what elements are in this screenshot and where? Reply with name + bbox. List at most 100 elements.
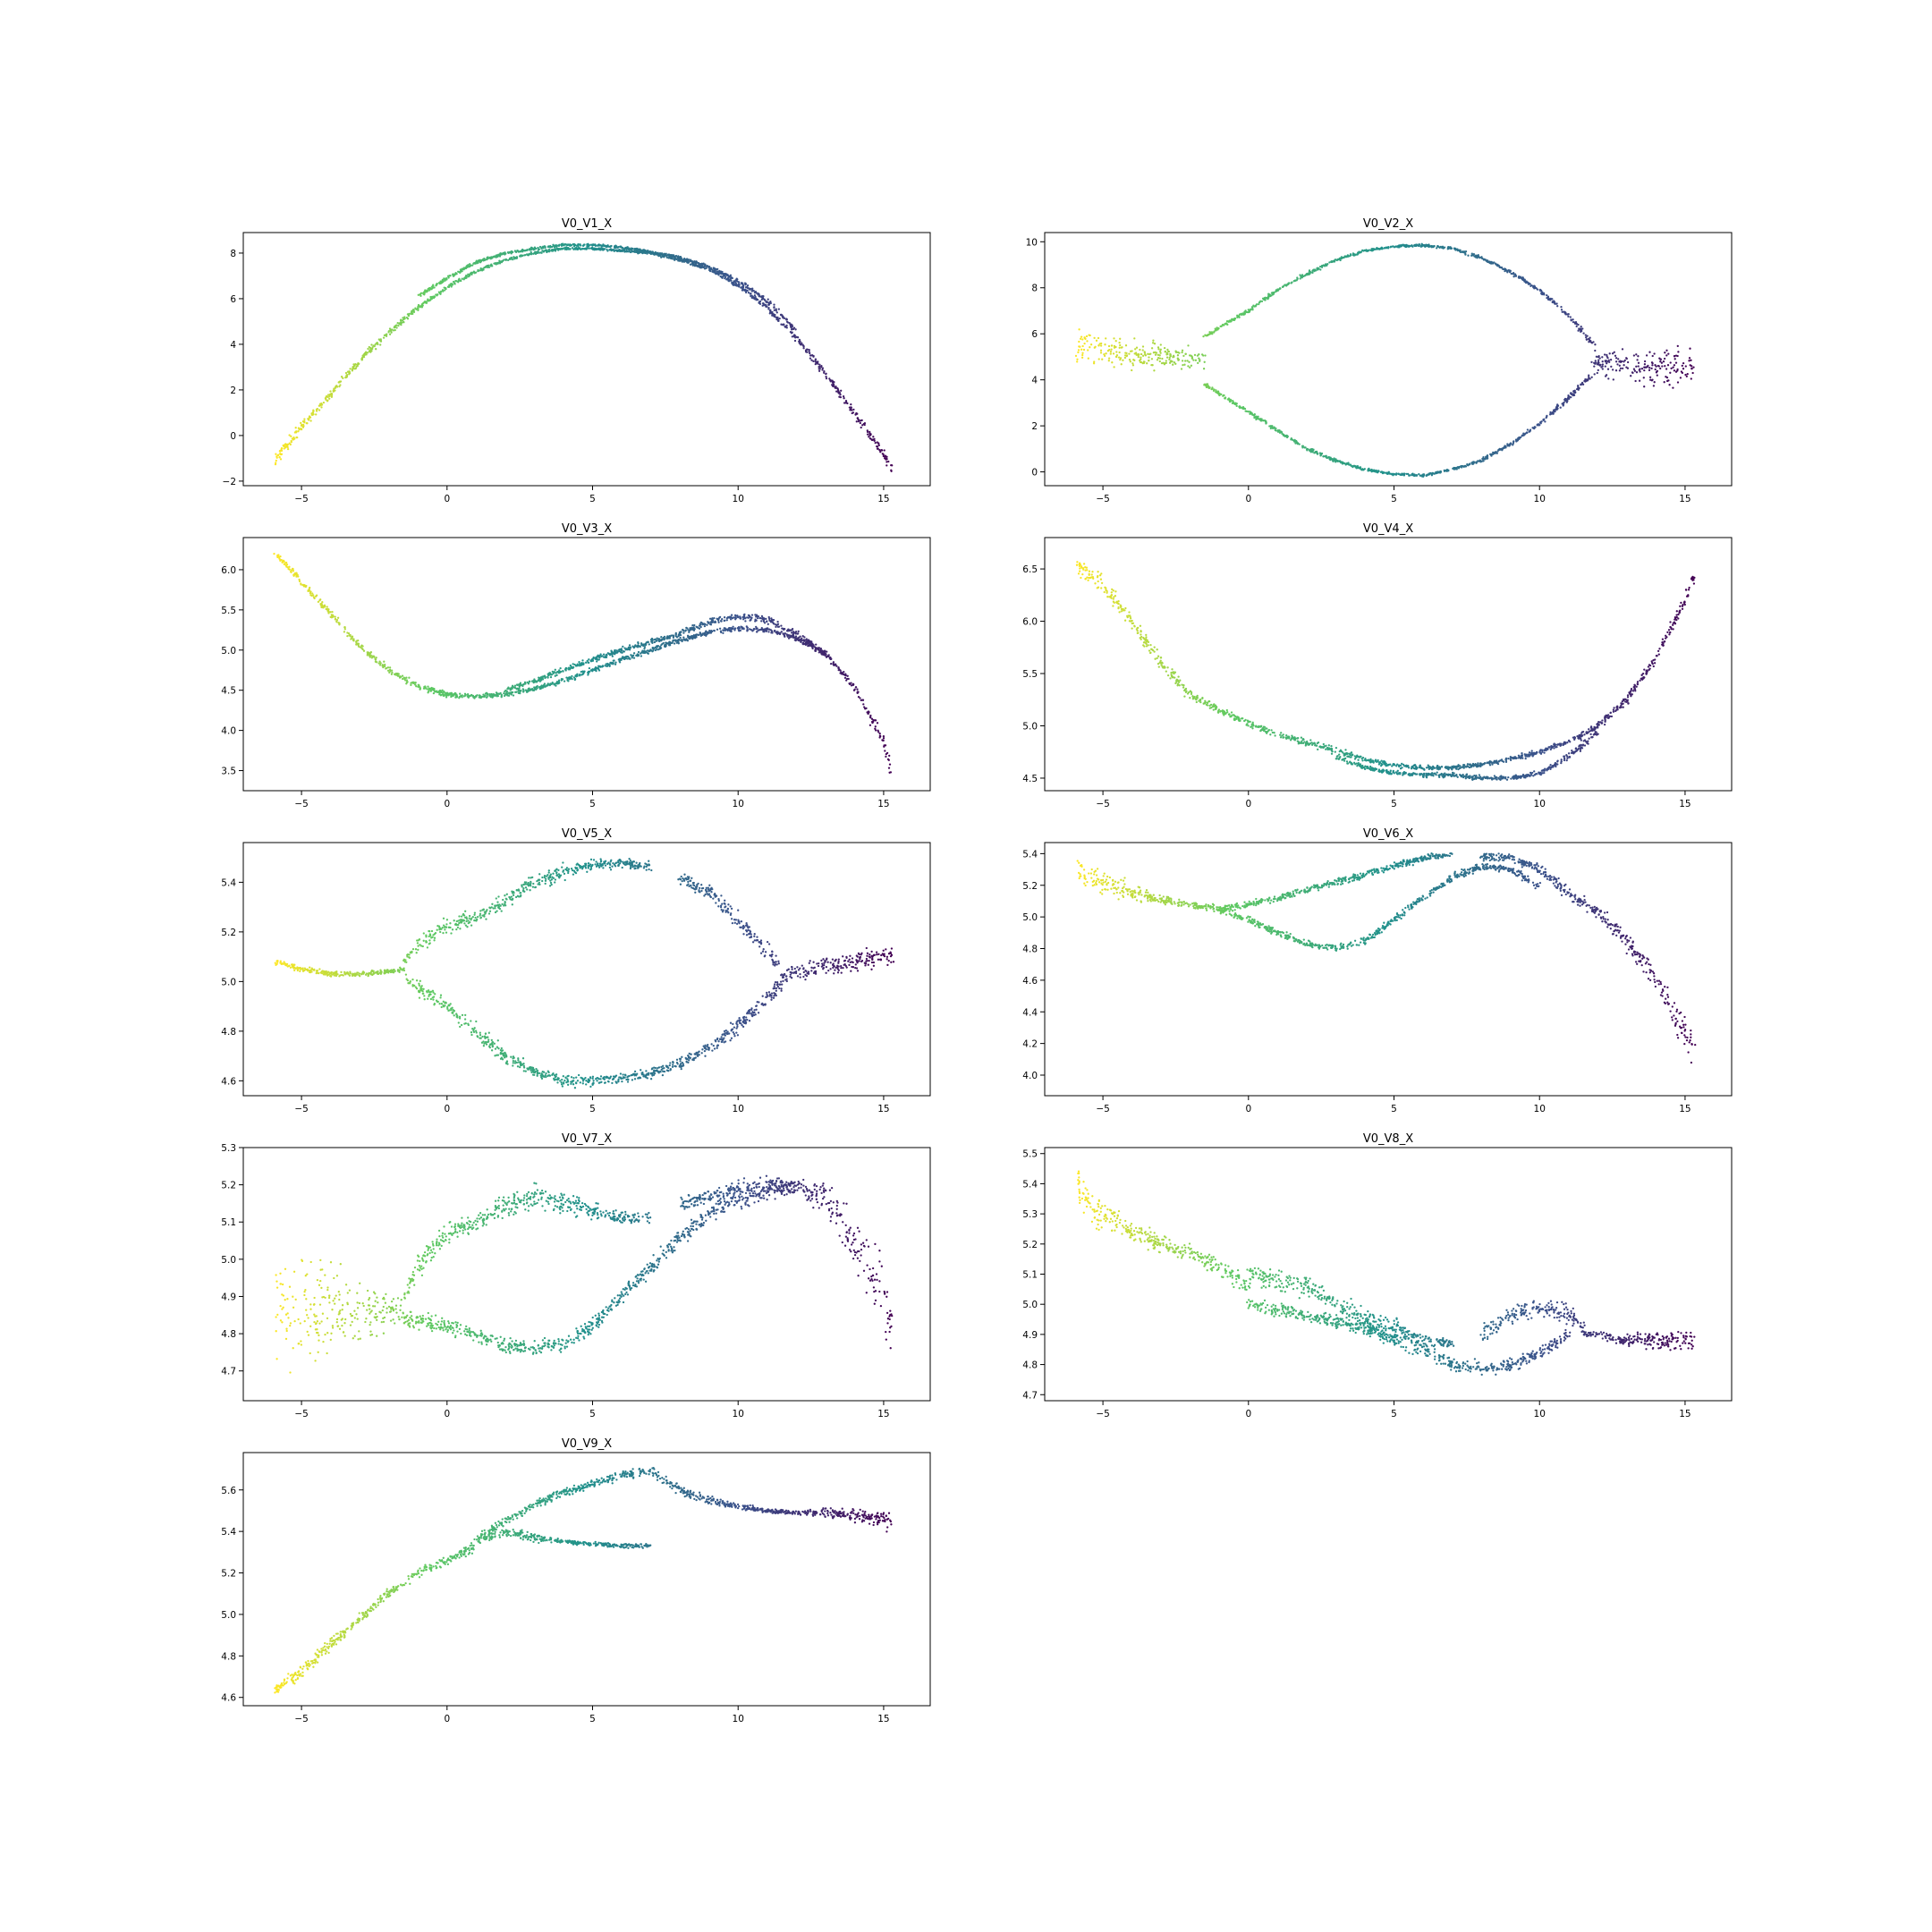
scatter-point (538, 687, 542, 691)
scatter-point (1659, 367, 1662, 370)
scatter-point (768, 312, 771, 315)
scatter-point (1684, 373, 1687, 377)
scatter-point (1391, 245, 1394, 248)
scatter-point (1643, 366, 1646, 369)
scatter-point (1482, 456, 1485, 459)
scatter-point (388, 668, 392, 672)
scatter-point (560, 679, 563, 682)
scatter-point (1176, 354, 1180, 357)
scatter-point (636, 249, 639, 252)
scatter-point (290, 441, 292, 444)
scatter-point (740, 625, 742, 628)
scatter-point (723, 627, 725, 630)
scatter-point (1287, 282, 1290, 284)
scatter-point (1311, 449, 1315, 452)
scatter-point (1385, 471, 1389, 474)
scatter-point (818, 368, 821, 370)
scatter-point (1180, 368, 1183, 370)
scatter-point (1637, 365, 1640, 368)
scatter-point (1530, 284, 1533, 287)
scatter-point (835, 665, 838, 667)
scatter-point (491, 695, 495, 699)
scatter-point (388, 327, 392, 330)
scatter-point (886, 461, 888, 463)
scatter-point (658, 648, 661, 650)
scatter-point (515, 256, 519, 258)
scatter-point (1460, 465, 1463, 468)
scatter-point (1235, 404, 1238, 408)
scatter-point (399, 675, 402, 679)
scatter-point (366, 651, 369, 654)
scatter-point (1597, 354, 1600, 358)
scatter-point (642, 250, 645, 252)
scatter-point (1158, 360, 1161, 363)
scatter-point (1621, 367, 1624, 370)
scatter-point (567, 677, 570, 680)
scatter-point (336, 616, 340, 619)
scatter-point (1686, 372, 1689, 376)
scatter-point (1099, 352, 1103, 354)
scatter-point (1139, 360, 1141, 362)
scatter-point (419, 306, 422, 309)
scatter-point (818, 369, 821, 372)
scatter-point (496, 694, 500, 698)
scatter-point (439, 282, 442, 285)
scatter-point (1601, 360, 1604, 363)
scatter-point (693, 637, 697, 640)
scatter-point (708, 631, 711, 634)
scatter-point (691, 635, 693, 638)
scatter-point (1664, 365, 1666, 368)
scatter-point (1274, 428, 1276, 432)
scatter-point (1637, 355, 1640, 358)
scatter-point (1216, 326, 1219, 330)
scatter-point (330, 394, 334, 397)
scatter-point (1669, 371, 1672, 374)
scatter-point (776, 318, 780, 320)
scatter-point (1471, 462, 1475, 465)
scatter-point (563, 680, 566, 682)
scatter-point (812, 355, 815, 358)
scatter-point (1569, 316, 1572, 318)
scatter-point (614, 661, 617, 664)
scatter-point (1087, 357, 1089, 360)
scatter-point (1330, 458, 1333, 461)
scatter-point (1443, 470, 1446, 472)
scatter-point (1308, 272, 1310, 275)
scatter-point (716, 270, 718, 273)
scatter-point (1278, 428, 1281, 432)
scatter-point (887, 767, 891, 769)
scatter-point (408, 676, 411, 679)
scatter-point (444, 277, 446, 281)
scatter-point (601, 665, 605, 667)
scatter-point (1549, 412, 1552, 415)
scatter-point (295, 575, 298, 578)
scatter-point (1635, 371, 1639, 374)
scatter-point (613, 249, 615, 251)
scatter-point (504, 258, 507, 262)
scatter-point (419, 688, 421, 691)
scatter-point (1580, 383, 1582, 386)
scatter-point (659, 647, 663, 649)
scatter-point (869, 724, 872, 726)
scatter-point (660, 256, 663, 258)
scatter-point (512, 694, 515, 697)
scatter-point (517, 691, 520, 695)
scatter-point (326, 606, 328, 608)
scatter-point (695, 260, 699, 264)
scatter-point (1635, 353, 1638, 356)
scatter-point (1374, 470, 1377, 473)
scatter-point (1264, 419, 1267, 422)
scatter-point (1446, 246, 1450, 250)
scatter-point (1086, 340, 1089, 343)
scatter-point (454, 694, 457, 697)
scatter-point (775, 308, 777, 310)
scatter-point (1400, 473, 1402, 477)
scatter-point (884, 744, 887, 747)
scatter-point (890, 469, 893, 471)
scatter-point (1103, 354, 1106, 358)
scatter-point (852, 408, 855, 411)
scatter-point (1080, 335, 1083, 338)
scatter-point (1169, 354, 1173, 358)
scatter-point (1299, 277, 1301, 280)
scatter-point (443, 286, 445, 289)
